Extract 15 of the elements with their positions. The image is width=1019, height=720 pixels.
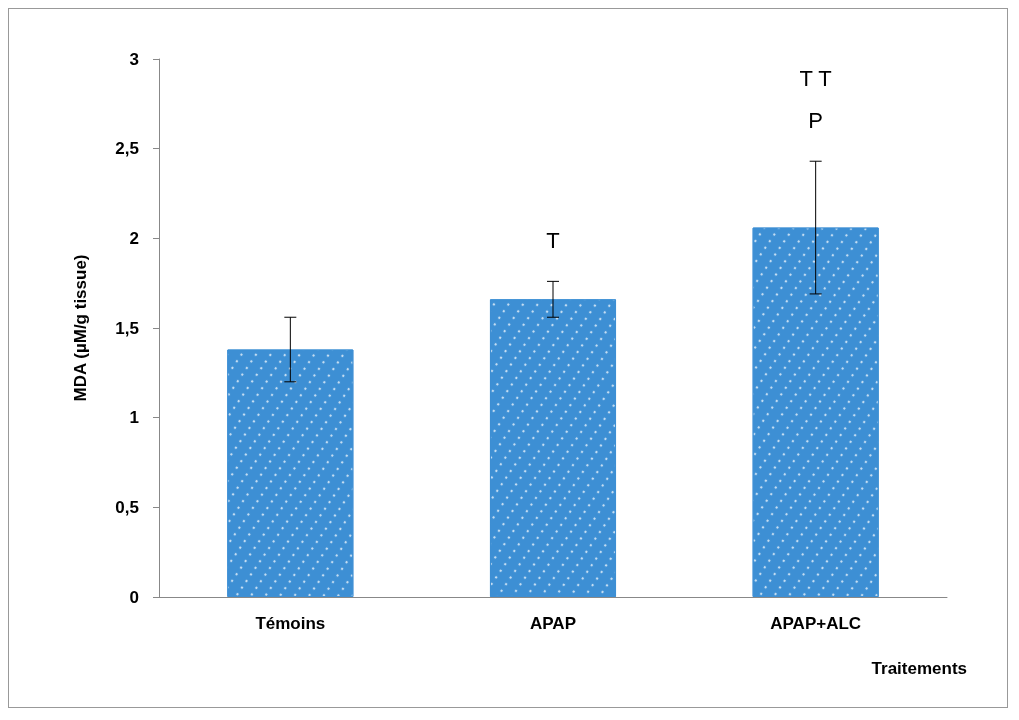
y-tick-label: 1,5	[115, 318, 139, 338]
x-tick-label: APAP	[530, 614, 576, 633]
annotation: T T P	[799, 65, 832, 133]
annotation: T	[546, 227, 560, 253]
y-tick-label: 0	[129, 587, 139, 607]
y-tick-label: 1	[129, 408, 139, 428]
y-tick-label: 3	[129, 49, 139, 69]
x-axis-title: Traitements	[871, 659, 968, 678]
chart-frame: Traitements T T T P MDA (µM/g tissue) 0 0,5 1 1,5 2 2,5 3 Témoins APAP APAP+ALC	[8, 8, 1008, 708]
y-tick-label: 2	[129, 228, 139, 248]
y-tick-label: 2,5	[115, 139, 139, 159]
x-tick-label: APAP+ALC	[770, 614, 862, 633]
y-tick-label: 0,5	[115, 497, 139, 517]
y-axis-title: MDA (µM/g tissue)	[71, 254, 90, 402]
x-tick-label: Témoins	[255, 614, 326, 633]
